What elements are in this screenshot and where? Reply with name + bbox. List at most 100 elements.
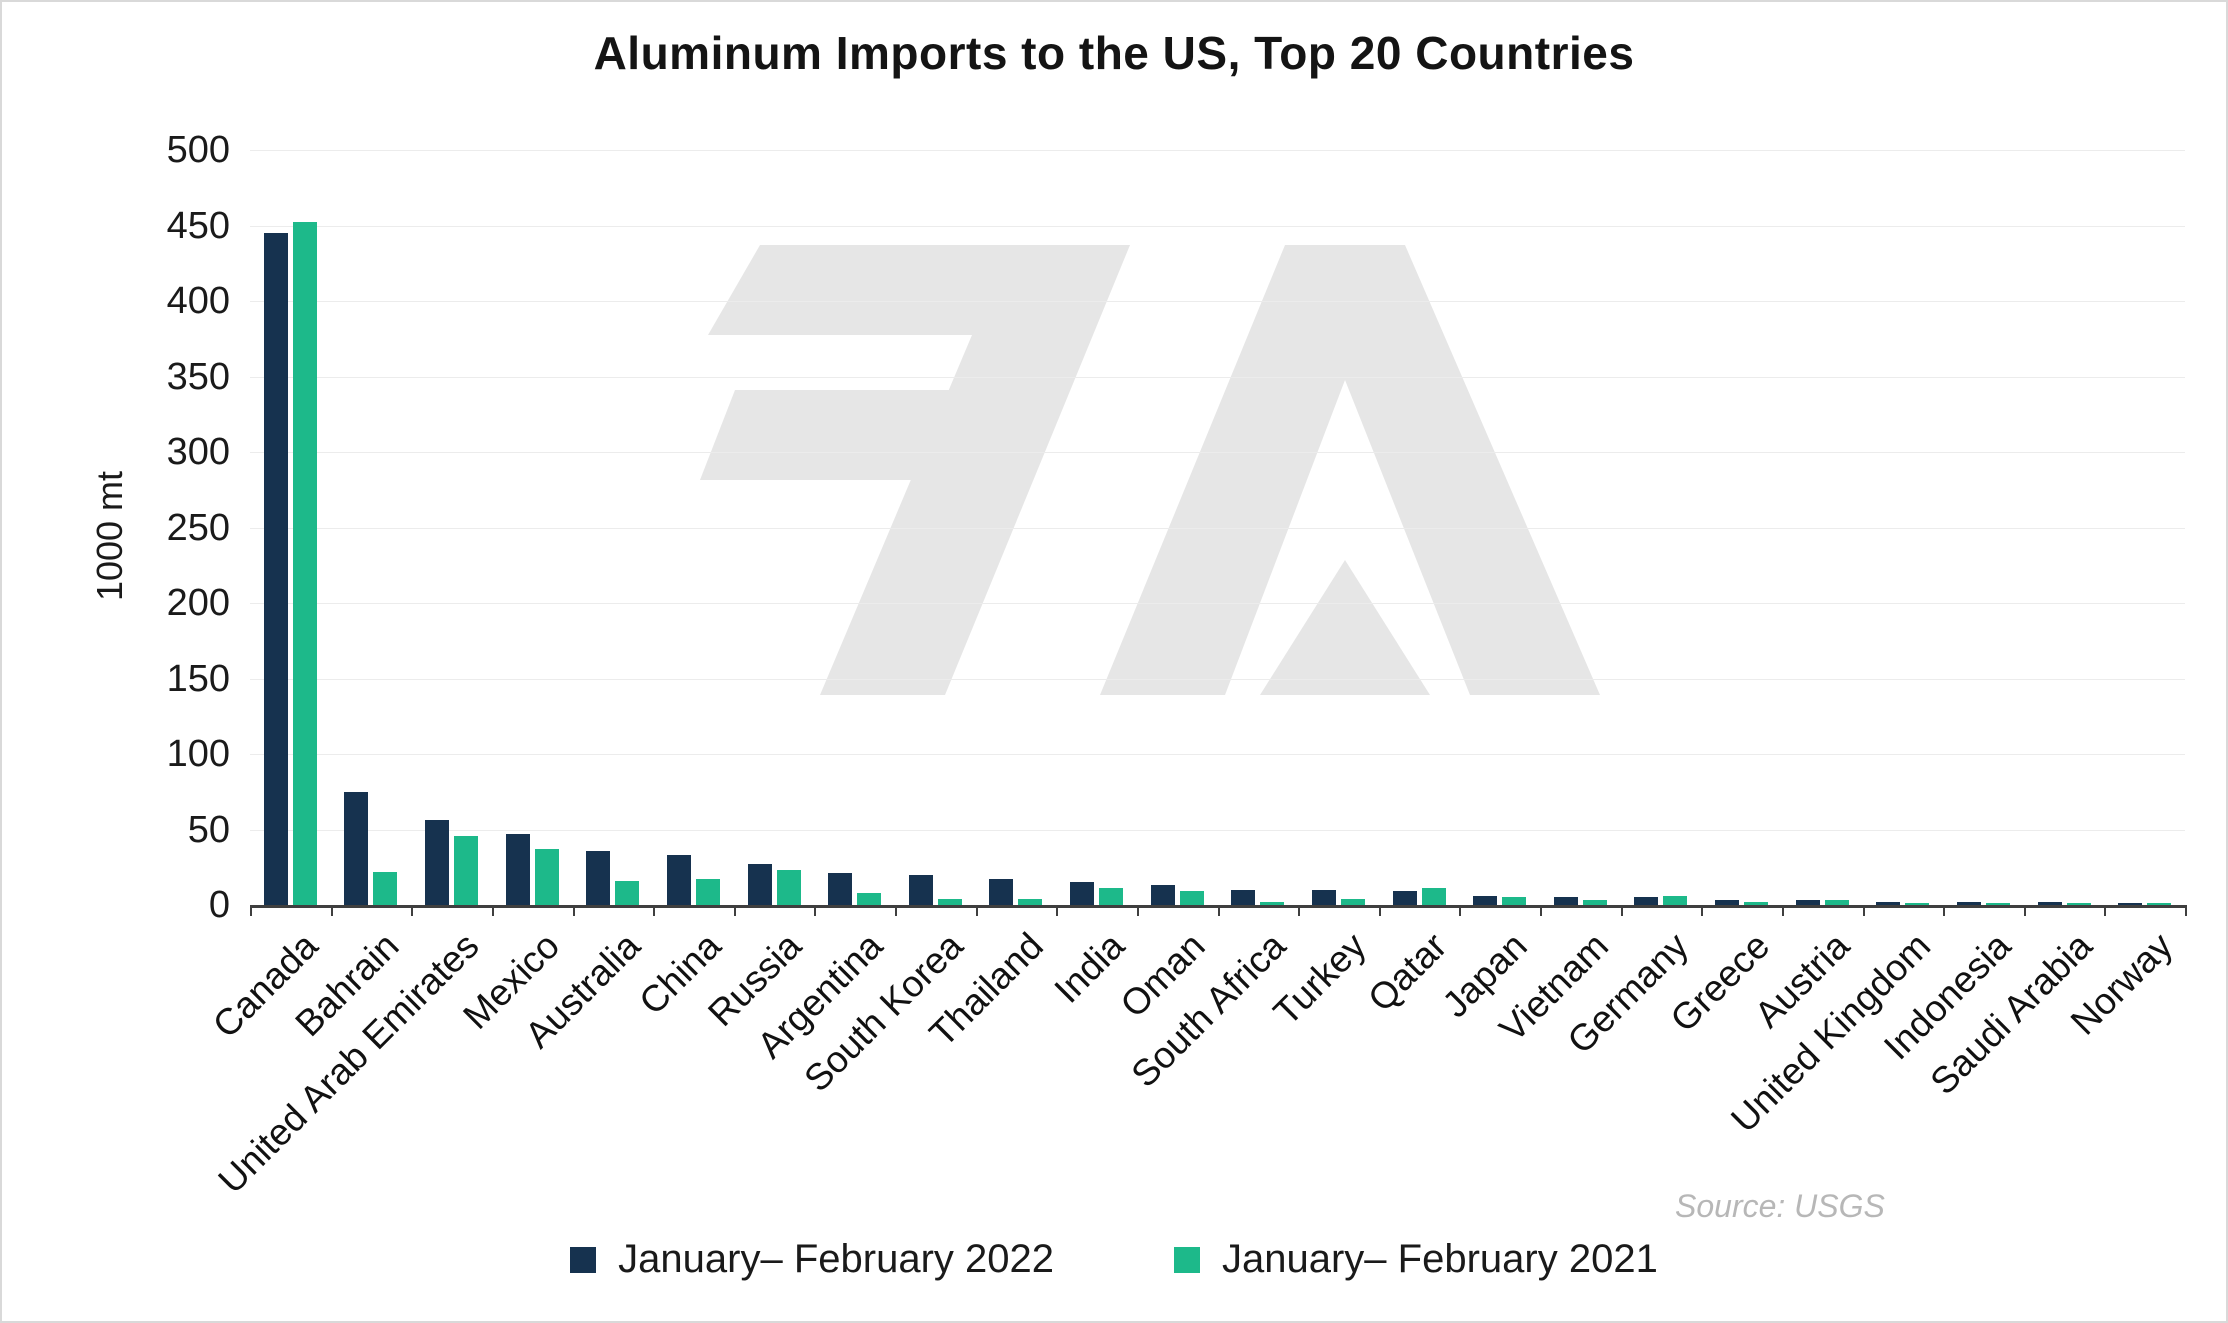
bar-2021 — [615, 881, 639, 905]
bar-2021 — [1502, 897, 1526, 905]
bar-2021 — [1986, 903, 2010, 905]
gridline — [250, 150, 2185, 151]
x-tick — [492, 905, 494, 916]
gridline — [250, 301, 2185, 302]
y-tick-label: 450 — [166, 204, 230, 247]
bar-2022 — [748, 864, 772, 905]
bar-2022 — [586, 851, 610, 905]
bar-2022 — [1957, 902, 1981, 905]
x-tick — [1379, 905, 1381, 916]
plot-area — [250, 150, 2185, 908]
bar-2021 — [293, 222, 317, 905]
bar-2022 — [264, 233, 288, 905]
bar-2022 — [506, 834, 530, 905]
x-tick — [573, 905, 575, 916]
bar-2022 — [1231, 890, 1255, 905]
x-tick — [895, 905, 897, 916]
bar-2021 — [777, 870, 801, 905]
bar-2022 — [1634, 897, 1658, 905]
bar-2022 — [828, 873, 852, 905]
legend-label-2021: January– February 2021 — [1222, 1237, 1658, 1281]
bar-2022 — [2118, 903, 2142, 905]
bar-2022 — [1876, 902, 1900, 905]
bar-2021 — [454, 836, 478, 905]
gridline — [250, 376, 2185, 378]
y-tick-label: 0 — [208, 884, 230, 926]
y-tick-label: 350 — [166, 355, 230, 398]
source-note: Source: USGS — [1675, 1188, 1885, 1224]
legend-swatch-2022-icon — [570, 1246, 597, 1273]
x-tick — [976, 905, 978, 916]
bar-2022 — [344, 792, 368, 905]
bar-2021 — [1341, 899, 1365, 905]
bar-2022 — [667, 855, 691, 905]
gridline — [250, 754, 2185, 755]
bar-2022 — [1473, 896, 1497, 905]
bar-2022 — [1554, 897, 1578, 905]
bar-2021 — [938, 899, 962, 905]
x-tick — [1218, 905, 1220, 916]
legend-item-2021: January– February 2021 — [1174, 1237, 1658, 1282]
gridline — [250, 603, 2185, 604]
bar-2022 — [989, 879, 1013, 905]
bar-2021 — [373, 872, 397, 905]
bar-2021 — [1905, 903, 1929, 905]
x-tick — [331, 905, 333, 916]
bar-2021 — [1260, 902, 1284, 905]
bar-2022 — [1715, 900, 1739, 905]
bar-2021 — [1744, 902, 1768, 905]
x-tick — [1459, 905, 1461, 916]
chart-legend: January– February 2022 January– February… — [0, 1237, 2228, 1282]
x-tick — [814, 905, 816, 916]
bar-2021 — [1180, 891, 1204, 905]
x-tick — [1540, 905, 1542, 916]
bar-2021 — [535, 849, 559, 905]
x-tick — [734, 905, 736, 916]
y-tick-label: 50 — [187, 808, 230, 851]
y-tick-label: 400 — [166, 280, 230, 322]
bar-2021 — [1422, 888, 1446, 905]
y-tick-label: 250 — [166, 506, 230, 549]
y-tick-label: 100 — [166, 733, 230, 775]
legend-item-2022: January– February 2022 — [570, 1237, 1054, 1282]
chart-title: Aluminum Imports to the US, Top 20 Count… — [593, 27, 1635, 79]
x-tick — [411, 905, 413, 916]
gridline — [250, 527, 2185, 529]
gridline — [250, 829, 2185, 831]
bar-2022 — [2038, 902, 2062, 905]
x-tick — [1863, 905, 1865, 916]
y-tick-label: 200 — [166, 582, 230, 624]
y-tick-label: 500 — [166, 129, 230, 171]
bar-2021 — [2067, 903, 2091, 905]
bar-2021 — [696, 879, 720, 905]
x-tick — [1137, 905, 1139, 916]
bar-2022 — [1393, 891, 1417, 905]
x-tick — [1298, 905, 1300, 916]
y-tick-label: 300 — [166, 431, 230, 473]
x-tick — [1621, 905, 1623, 916]
bar-2022 — [1151, 885, 1175, 905]
gridline — [250, 678, 2185, 680]
bar-2021 — [1583, 900, 1607, 905]
x-tick — [1943, 905, 1945, 916]
legend-swatch-2021-icon — [1174, 1246, 1200, 1273]
bar-2021 — [1099, 888, 1123, 905]
legend-label-2022: January– February 2022 — [618, 1237, 1054, 1281]
x-tick — [2104, 905, 2106, 916]
bar-2021 — [857, 893, 881, 905]
x-tick — [653, 905, 655, 916]
bar-2022 — [1796, 900, 1820, 905]
bar-2022 — [1312, 890, 1336, 905]
bar-2021 — [1825, 900, 1849, 905]
x-tick — [2024, 905, 2026, 916]
gridline — [250, 225, 2185, 227]
bar-2021 — [1663, 896, 1687, 905]
y-tick-label: 150 — [166, 657, 230, 700]
gridline — [250, 452, 2185, 453]
x-tick — [1701, 905, 1703, 916]
bar-2022 — [1070, 882, 1094, 905]
bar-2021 — [1018, 899, 1042, 905]
bar-2022 — [425, 820, 449, 905]
x-tick — [1782, 905, 1784, 916]
bar-2021 — [2147, 903, 2171, 905]
